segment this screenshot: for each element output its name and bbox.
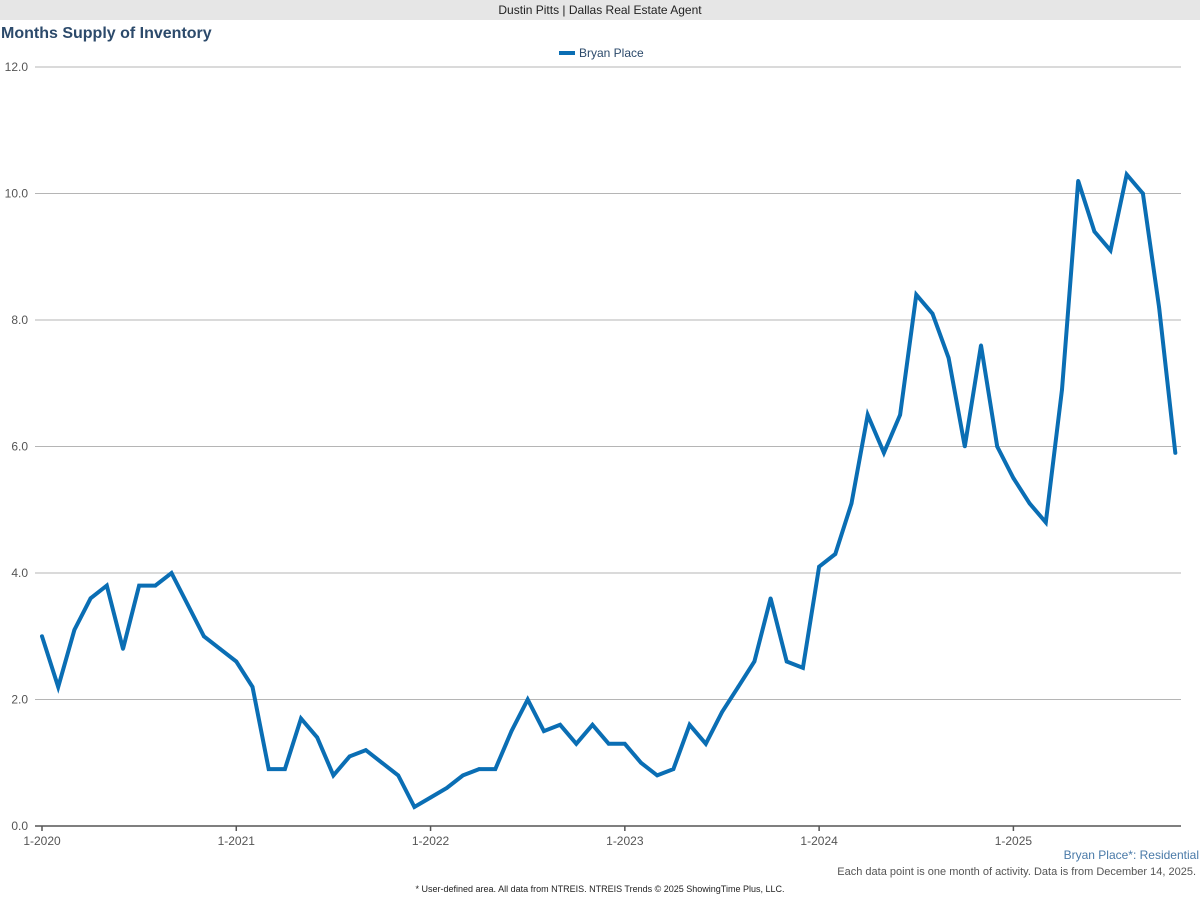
data-point <box>72 628 77 632</box>
data-point <box>1124 172 1129 177</box>
data-point <box>315 735 320 740</box>
data-point <box>493 767 498 771</box>
data-point <box>995 444 1000 449</box>
x-tick-label: 1-2023 <box>606 834 644 848</box>
y-tick-label: 12.0 <box>5 60 29 74</box>
data-point <box>768 596 773 601</box>
data-point <box>509 729 514 733</box>
data-point <box>639 760 643 765</box>
x-tick-label: 1-2021 <box>218 834 256 848</box>
data-point <box>218 647 222 651</box>
data-point <box>250 685 255 689</box>
legend-label: Bryan Place <box>579 46 644 60</box>
data-point <box>979 343 983 348</box>
chart-title: Months Supply of Inventory <box>1 25 212 42</box>
data-point <box>1043 520 1048 525</box>
data-point <box>412 805 417 809</box>
data-point <box>1108 248 1113 253</box>
data-credit: * User-defined area. All data from NTREI… <box>415 884 785 894</box>
data-point <box>1157 305 1161 310</box>
data-point <box>623 741 627 746</box>
data-point <box>153 583 158 588</box>
data-point <box>299 716 303 721</box>
x-tick-label: 1-2025 <box>995 834 1033 848</box>
data-point <box>331 773 336 778</box>
data-point <box>104 583 109 588</box>
data-point <box>946 356 951 360</box>
y-tick-label: 0.0 <box>11 819 28 833</box>
y-tick-label: 4.0 <box>11 566 28 580</box>
series-description: Bryan Place*: Residential <box>1063 848 1199 862</box>
data-point <box>801 666 805 670</box>
data-point <box>542 729 546 733</box>
data-point <box>137 583 141 588</box>
data-point <box>720 710 724 714</box>
data-point <box>380 760 384 765</box>
data-point <box>655 773 660 778</box>
data-point <box>169 571 174 575</box>
data-point <box>525 697 530 702</box>
x-tick-label: 1-2024 <box>800 834 838 848</box>
data-point <box>428 795 433 800</box>
data-point <box>930 311 935 316</box>
data-point <box>865 413 870 417</box>
y-tick-label: 8.0 <box>11 313 28 327</box>
chart-legend: Bryan Place <box>559 46 644 60</box>
data-point <box>121 647 125 651</box>
data-point <box>347 754 352 759</box>
data-point <box>396 773 400 778</box>
data-point <box>88 596 93 601</box>
data-point <box>817 564 821 569</box>
data-point <box>202 634 206 639</box>
data-point <box>736 685 740 689</box>
data-point <box>364 748 368 752</box>
data-point <box>444 786 449 790</box>
data-point <box>963 444 967 449</box>
agent-header: Dustin Pitts | Dallas Real Estate Agent <box>0 0 1200 20</box>
data-point <box>898 413 902 417</box>
data-point <box>40 634 44 639</box>
data-point <box>590 723 595 727</box>
data-point <box>1092 229 1097 234</box>
x-tick-label: 1-2022 <box>412 834 450 848</box>
data-point <box>1027 501 1032 506</box>
data-point <box>477 767 481 771</box>
y-tick-label: 10.0 <box>5 187 29 201</box>
data-point <box>1060 387 1064 392</box>
data-point <box>1141 191 1145 196</box>
data-point <box>671 767 676 771</box>
x-tick-label: 1-2020 <box>23 834 61 848</box>
data-point <box>266 767 271 771</box>
data-point <box>833 552 838 556</box>
data-point <box>752 659 757 664</box>
data-point <box>606 741 611 746</box>
data-point <box>1173 451 1178 455</box>
data-point <box>461 773 465 778</box>
y-tick-label: 2.0 <box>11 693 28 707</box>
data-note: Each data point is one month of activity… <box>837 866 1196 878</box>
data-point <box>234 659 239 664</box>
data-point <box>56 685 60 689</box>
data-point <box>849 501 854 506</box>
data-point <box>784 659 789 664</box>
agent-name: Dustin Pitts | Dallas Real Estate Agent <box>498 3 702 17</box>
data-point <box>558 723 562 727</box>
legend-swatch <box>559 51 575 55</box>
data-point <box>574 741 579 746</box>
data-point <box>1011 476 1016 480</box>
data-point <box>1076 179 1080 183</box>
data-point <box>703 741 708 746</box>
data-point <box>185 602 190 607</box>
y-tick-label: 6.0 <box>11 440 28 454</box>
data-point <box>283 767 287 771</box>
data-point <box>914 292 919 297</box>
data-point <box>882 451 886 455</box>
series-line <box>40 170 1178 810</box>
data-point <box>687 723 692 727</box>
